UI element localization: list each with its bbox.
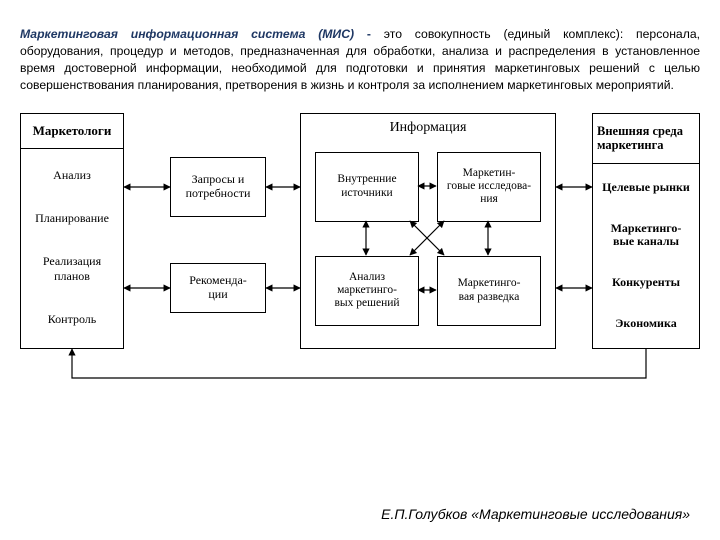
mid-lower-box: Рекоменда- ции xyxy=(170,263,266,313)
left-item-2: Реализация планов xyxy=(25,254,119,284)
attribution: Е.П.Голубков «Маркетинговые исследования… xyxy=(381,506,690,522)
left-column-title: Маркетологи xyxy=(21,114,123,149)
right-item-2: Конкуренты xyxy=(597,276,695,289)
right-column: Внешняя среда маркетинга Целевые рынки М… xyxy=(592,113,700,349)
intro-term: Маркетинговая информационная система (МИ… xyxy=(20,27,354,41)
right-column-title: Внешняя среда маркетинга xyxy=(593,114,699,164)
left-item-3: Контроль xyxy=(25,312,119,327)
center-box-tr: Маркетин- говые исследова- ния xyxy=(437,152,541,222)
mid-upper-box: Запросы и потребности xyxy=(170,157,266,217)
intro-paragraph: Маркетинговая информационная система (МИ… xyxy=(20,26,700,94)
center-title: Информация xyxy=(301,120,555,136)
intro-dash: - xyxy=(354,27,384,41)
right-item-3: Экономика xyxy=(597,317,695,330)
diagram: Маркетологи Анализ Планирование Реализац… xyxy=(20,103,700,403)
center-container: Информация Внутренние источники Маркетин… xyxy=(300,113,556,349)
right-item-0: Целевые рынки xyxy=(597,181,695,194)
center-box-tl: Внутренние источники xyxy=(315,152,419,222)
center-box-br: Маркетинго- вая разведка xyxy=(437,256,541,326)
center-box-bl: Анализ маркетинго- вых решений xyxy=(315,256,419,326)
right-column-items: Целевые рынки Маркетинго- вые каналы Кон… xyxy=(593,164,699,348)
left-item-1: Планирование xyxy=(25,211,119,226)
left-column: Маркетологи Анализ Планирование Реализац… xyxy=(20,113,124,349)
left-item-0: Анализ xyxy=(25,168,119,183)
right-item-1: Маркетинго- вые каналы xyxy=(597,222,695,248)
left-column-items: Анализ Планирование Реализация планов Ко… xyxy=(21,148,123,348)
